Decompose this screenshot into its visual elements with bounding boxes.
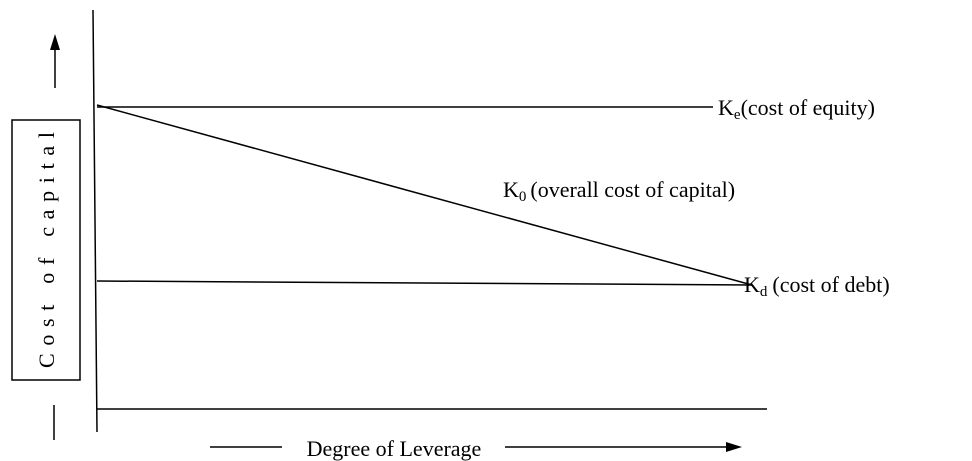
x-axis-label: Degree of Leverage <box>307 436 482 461</box>
symbol: K <box>744 272 760 297</box>
kd-line <box>96 280 753 286</box>
symbol: K <box>503 177 519 202</box>
description: (cost of debt) <box>772 272 889 297</box>
description: (overall cost of capital) <box>530 177 735 202</box>
description: (cost of equity) <box>741 95 875 120</box>
y-label-box <box>11 119 81 381</box>
k0-line <box>96 104 753 286</box>
ke-label: Ke(cost of equity) <box>718 95 875 123</box>
subscript: 0 <box>519 189 527 205</box>
up-arrowhead <box>50 34 60 50</box>
y-axis-label: Cost of capital <box>34 132 59 368</box>
k0-label: K0 (overall cost of capital) <box>503 177 735 205</box>
right-arrowhead <box>726 442 742 452</box>
subscript: e <box>734 107 741 123</box>
y-axis <box>92 9 98 433</box>
kd-label: Kd (cost of debt) <box>744 272 890 300</box>
symbol: K <box>718 95 734 120</box>
subscript: d <box>760 284 768 300</box>
